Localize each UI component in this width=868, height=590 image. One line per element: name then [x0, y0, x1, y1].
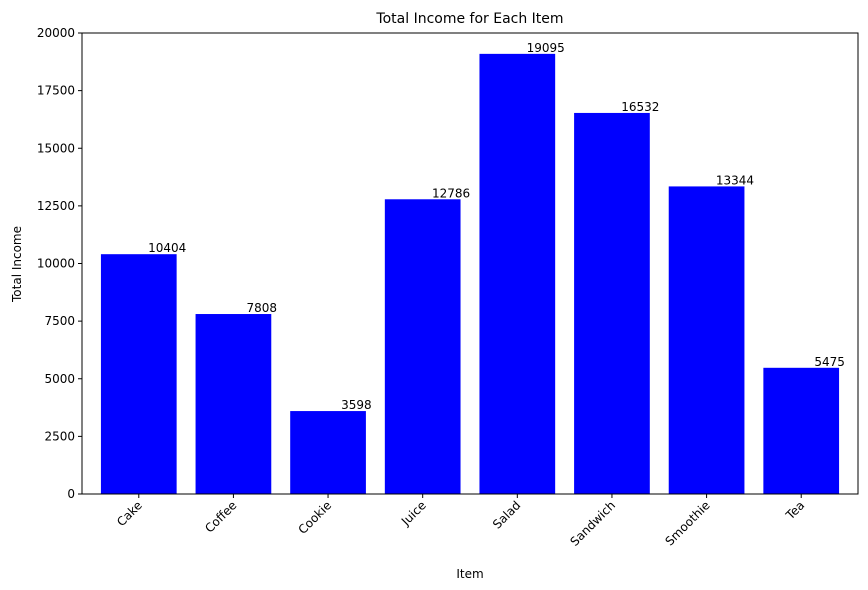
y-tick-label: 2500	[44, 429, 75, 443]
y-tick-label: 7500	[44, 314, 75, 328]
x-tick-label: Tea	[783, 498, 808, 523]
data-label-salad: 19095	[527, 41, 565, 55]
bar-cake	[100, 254, 177, 494]
plot-frame	[81, 32, 859, 495]
data-label-sandwich: 16532	[621, 100, 659, 114]
data-label-tea: 5475	[814, 355, 845, 369]
chart-title: Total Income for Each Item	[375, 11, 563, 27]
x-tick-label: Sandwich	[567, 498, 618, 549]
x-tick-label: Smoothie	[662, 498, 712, 548]
y-tick-label: 0	[67, 487, 75, 501]
bar-cookie	[290, 411, 366, 494]
bar-smoothie	[668, 186, 745, 494]
y-tick-label: 17500	[37, 84, 75, 98]
y-tick-label: 15000	[37, 141, 75, 155]
data-label-cookie: 3598	[341, 398, 372, 412]
y-axis: 0 2500 5000 7500 10000 12500 15000 17500 20000	[37, 26, 82, 501]
plot-area: 10404 7808 3598 12786 19095 16532 13344 5475	[100, 41, 845, 494]
y-tick-label: 12500	[37, 199, 75, 213]
y-tick-label: 20000	[37, 26, 75, 40]
x-axis-title: Item	[456, 567, 483, 581]
bar-juice	[384, 199, 461, 494]
x-tick-label: Coffee	[202, 498, 239, 535]
data-label-smoothie: 13344	[716, 173, 754, 187]
data-label-coffee: 7808	[247, 301, 278, 315]
bar-tea	[763, 367, 840, 494]
y-axis-title: Total Income	[10, 226, 24, 303]
data-label-cake: 10404	[148, 241, 186, 255]
bar-sandwich	[574, 112, 650, 494]
y-tick-label: 10000	[37, 257, 75, 271]
x-tick-label: Cake	[114, 498, 145, 529]
x-tick-label: Juice	[398, 498, 429, 529]
bar-coffee	[195, 314, 272, 494]
x-tick-label: Salad	[490, 498, 523, 531]
data-label-juice: 12786	[432, 186, 470, 200]
y-tick-label: 5000	[44, 372, 75, 386]
bar-salad	[479, 53, 556, 494]
x-tick-label: Cookie	[295, 498, 334, 537]
x-axis: Cake Coffee Cookie Juice Salad Sandwich Smooth…	[114, 494, 807, 549]
